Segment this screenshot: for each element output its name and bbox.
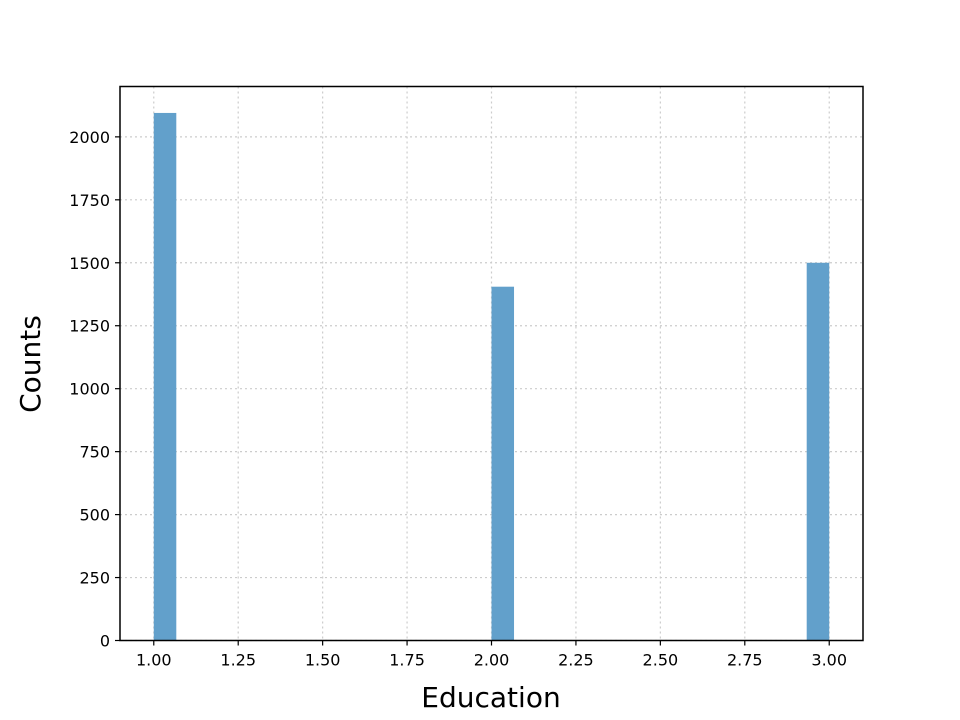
y-tick-label: 2000 bbox=[69, 128, 110, 147]
y-tick-label: 750 bbox=[79, 443, 110, 462]
bars-layer bbox=[153, 112, 830, 641]
histogram-bar bbox=[153, 112, 177, 641]
x-tick-label: 1.25 bbox=[220, 651, 256, 670]
y-tick-label: 500 bbox=[79, 506, 110, 525]
y-axis-label: Counts bbox=[14, 315, 47, 413]
y-tick-label: 1750 bbox=[69, 191, 110, 210]
histogram-bar bbox=[806, 262, 830, 641]
x-tick-label: 2.75 bbox=[727, 651, 763, 670]
y-tick-label: 1500 bbox=[69, 254, 110, 273]
y-tick-label: 1000 bbox=[69, 380, 110, 399]
x-tick-label: 3.00 bbox=[811, 651, 847, 670]
histogram-bar bbox=[491, 286, 515, 641]
y-tick-label: 0 bbox=[100, 632, 110, 651]
x-tick-label: 1.75 bbox=[389, 651, 425, 670]
y-tick-label: 250 bbox=[79, 569, 110, 588]
y-tick-label: 1250 bbox=[69, 317, 110, 336]
x-axis-label: Education bbox=[421, 681, 560, 714]
x-tick-label: 2.50 bbox=[643, 651, 679, 670]
x-tick-label: 1.50 bbox=[305, 651, 341, 670]
ticks-layer: 1.00 1.25 1.50 1.75 2.00 2.25 2.50 2.75 3.00 0 250… bbox=[69, 128, 847, 670]
x-tick-label: 2.25 bbox=[558, 651, 594, 670]
x-tick-label: 1.00 bbox=[136, 651, 172, 670]
x-tick-label: 2.00 bbox=[474, 651, 510, 670]
